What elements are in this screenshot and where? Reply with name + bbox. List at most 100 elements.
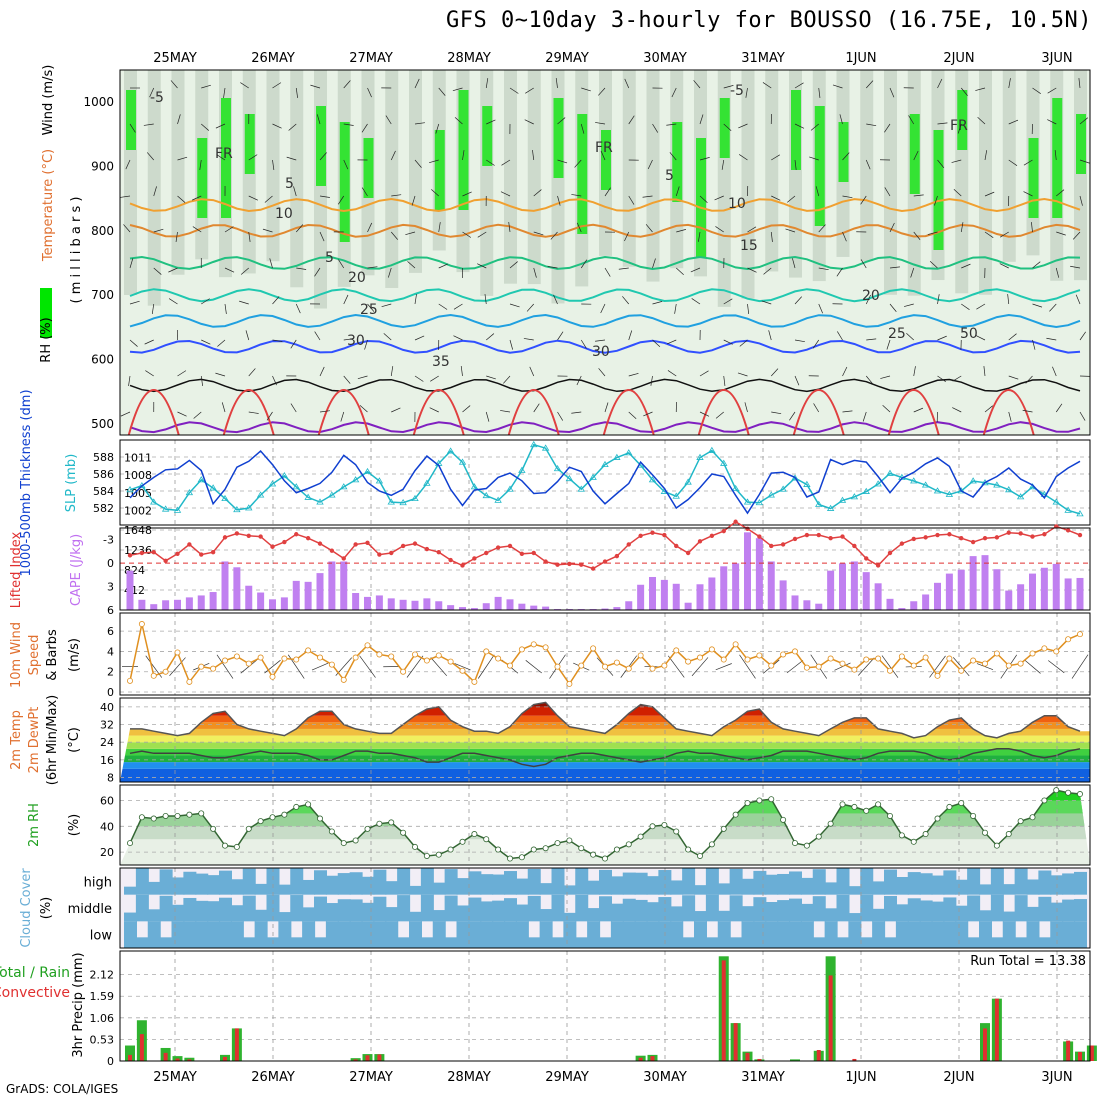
wind-barb xyxy=(715,226,724,233)
wind-speed-series-point xyxy=(590,645,597,652)
wind-speed-series-point xyxy=(542,644,549,651)
wind-barb xyxy=(529,366,535,377)
li-series-point xyxy=(519,551,525,556)
wind-barb xyxy=(1008,375,1019,380)
wind-speed-series-point xyxy=(411,651,418,658)
cape-bar xyxy=(981,555,989,610)
isotherm-warm xyxy=(222,389,275,436)
cloud-cell xyxy=(1038,896,1052,922)
rh-series-point xyxy=(887,812,894,819)
slp-series xyxy=(129,443,1081,515)
precip-convective-bar xyxy=(1078,1052,1082,1061)
cape-bar xyxy=(1076,577,1084,610)
cloud-cell xyxy=(907,872,921,895)
slp-series-point xyxy=(470,483,479,490)
wind-barb xyxy=(999,263,1009,269)
cape-bar xyxy=(352,593,360,610)
cloud-cell xyxy=(147,881,161,895)
slp-series-point xyxy=(862,487,870,494)
cloud-cell xyxy=(646,876,660,895)
slp-series-point xyxy=(1005,486,1013,493)
wind-barb xyxy=(149,87,155,98)
wind-barb xyxy=(1032,339,1036,350)
li-series-point xyxy=(282,539,287,545)
wind-barb xyxy=(984,150,988,161)
wind-barb xyxy=(1048,660,1065,674)
cloud-cell xyxy=(682,937,696,948)
cloud-cell xyxy=(907,921,921,948)
cloud-cell xyxy=(314,937,327,948)
cloud-cell xyxy=(1074,899,1087,922)
wind-barb xyxy=(952,407,962,413)
axis-label: RH (%) xyxy=(39,317,54,362)
wind-barb xyxy=(1008,78,1011,89)
wind-barb xyxy=(771,411,782,415)
wind-barb xyxy=(975,87,986,91)
li-series-point xyxy=(792,536,798,542)
wind-barb xyxy=(842,231,847,242)
cloud-cell xyxy=(444,869,458,895)
cloud-cell xyxy=(183,897,197,922)
isotherm-warm xyxy=(982,389,1035,436)
wind-barb xyxy=(693,80,701,89)
wind-barb xyxy=(770,368,779,377)
wind-barb xyxy=(240,82,249,89)
wind-barb xyxy=(794,339,805,343)
rh-series-point xyxy=(1041,797,1048,804)
wind-barb xyxy=(1022,409,1033,413)
cloud-cell xyxy=(979,910,992,922)
wind-barb xyxy=(453,303,463,310)
wind-barb xyxy=(1008,119,1019,125)
cloud-cell xyxy=(907,898,921,922)
slp-series-point xyxy=(292,483,300,490)
wind-barb xyxy=(667,655,685,678)
cloud-cell xyxy=(385,921,399,948)
cloud-cell xyxy=(777,873,791,895)
cape-bar xyxy=(162,600,170,610)
precip-convective-bar xyxy=(1066,1040,1071,1061)
slp-series-point xyxy=(209,484,217,491)
cloud-cell xyxy=(622,872,636,895)
wind-speed-series-point xyxy=(138,621,145,628)
wind-barb xyxy=(628,115,635,125)
cloud-cell xyxy=(1014,937,1028,948)
wind-barb xyxy=(262,228,273,233)
li-series-point xyxy=(840,534,845,539)
li-series-point xyxy=(864,556,869,561)
cloud-cell xyxy=(895,877,909,895)
wind-barb xyxy=(200,375,203,386)
axis-label: Lifted Index xyxy=(9,531,24,608)
wind-barb xyxy=(367,303,375,312)
wind-barb xyxy=(747,303,750,314)
cape-bar xyxy=(886,598,894,610)
y-tick-label: 1002 xyxy=(124,504,152,517)
wind-barb xyxy=(1079,117,1088,125)
cloud-cell xyxy=(456,878,470,895)
cape-bar xyxy=(803,600,811,610)
rh-shade xyxy=(765,70,779,272)
rh-series-point xyxy=(150,815,157,822)
y-tick-label: 2.12 xyxy=(90,969,115,982)
wind-barb xyxy=(839,114,843,125)
wind-barb xyxy=(503,375,511,384)
li-series-point xyxy=(139,550,145,556)
li-series-point xyxy=(757,534,762,539)
cloud-cell xyxy=(694,885,707,895)
y-tick-label: 16 xyxy=(100,754,114,767)
cloud-cell xyxy=(634,921,648,948)
axis-label: (%) xyxy=(39,897,54,920)
wind-barb xyxy=(934,195,938,206)
wind-speed-series-point xyxy=(305,647,312,654)
wind-barb xyxy=(414,335,425,341)
rh-series-point xyxy=(483,836,490,843)
wind-barb xyxy=(618,267,629,270)
rh-series-point xyxy=(625,841,632,848)
rh-band xyxy=(1028,138,1039,218)
li-series-point xyxy=(294,532,299,537)
y-tick-label: 0 xyxy=(107,1055,114,1068)
rh-series-point xyxy=(566,837,573,844)
cloud-cell xyxy=(207,875,221,895)
wind-barb xyxy=(794,296,802,305)
y-tick-label: 6 xyxy=(107,604,114,617)
wind-barb xyxy=(438,222,441,233)
